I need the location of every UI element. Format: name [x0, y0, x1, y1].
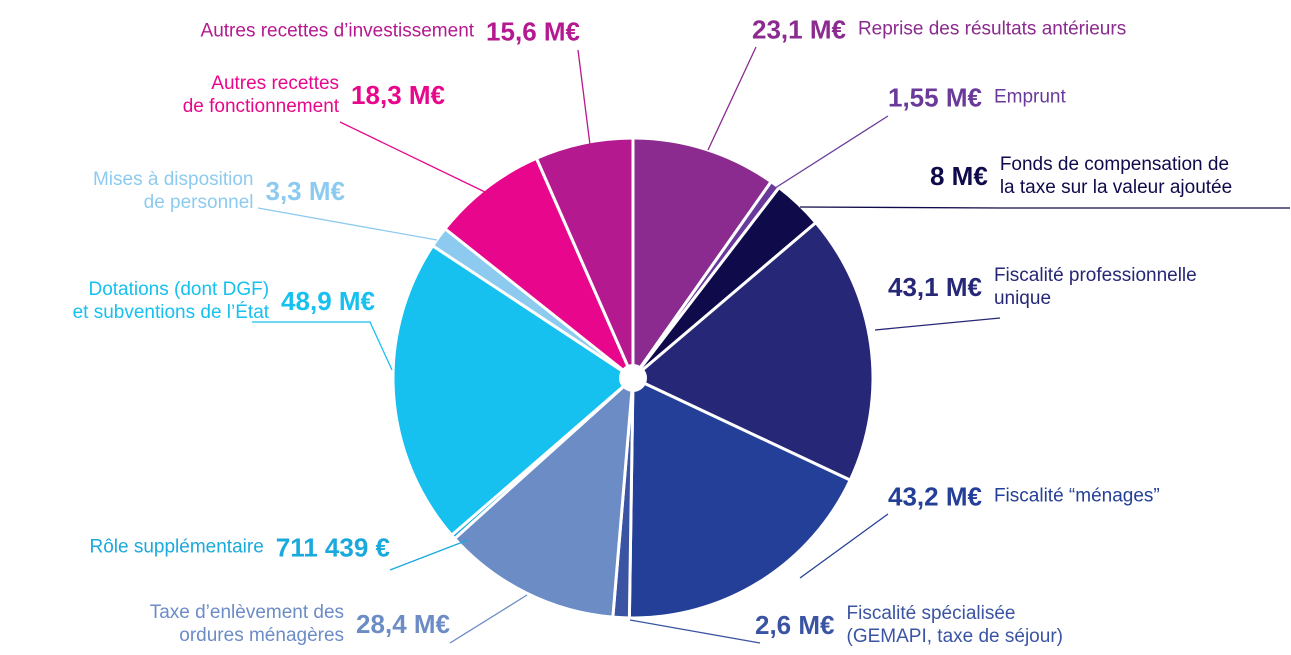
value-label: 43,2 M€ [888, 481, 982, 512]
value-label: 15,6 M€ [486, 16, 580, 47]
slice-label: Mises à disposition de personnel 3,3 M€ [93, 169, 345, 215]
value-label: 28,4 M€ [356, 609, 450, 640]
slice-label: Rôle supplémentaire 711 439 € [90, 533, 391, 564]
leader-line [449, 594, 528, 644]
value-label: 43,1 M€ [888, 272, 982, 303]
category-label: Taxe d’enlèvement des ordures ménagères [149, 602, 345, 646]
leader-line [799, 206, 1290, 209]
category-label: Dotations (dont DGF) et subventions de l… [72, 279, 270, 323]
slice-label: Dotations (dont DGF) et subventions de l… [73, 279, 375, 325]
slice-label: 2,6 M€ Fiscalité spécialisée (GEMAPI, tax… [755, 603, 1063, 649]
category-label: Mises à disposition de personnel [92, 169, 254, 213]
pie-slice [442, 156, 635, 380]
value-label: 48,9 M€ [281, 286, 375, 317]
pie-slice [391, 243, 636, 538]
leader-line [577, 49, 591, 146]
category-label: Emprunt [993, 86, 1066, 108]
category-label: Fiscalité spécialisée (GEMAPI, taxe de s… [846, 603, 1063, 647]
category-label: Fonds de compensation de la taxe sur la … [999, 154, 1233, 198]
slice-label: 8 M€ Fonds de compensation de la taxe sur… [930, 154, 1232, 200]
value-label: 23,1 M€ [752, 14, 846, 45]
value-label: 1,55 M€ [888, 82, 982, 113]
slice-label: Autres recettes de fonctionnement 18,3 M€ [183, 73, 445, 119]
value-label: 3,3 M€ [265, 176, 346, 207]
leader-line [799, 513, 889, 579]
leader-line [707, 46, 757, 151]
slice-label: Taxe d’enlèvement des ordures ménagères 2… [150, 602, 450, 648]
category-label: Autres recettes d’investissement [200, 20, 475, 42]
pie-slice [452, 374, 635, 619]
pie-slice [627, 375, 853, 620]
slice-label: 1,55 M€ Emprunt [888, 83, 1066, 114]
value-label: 18,3 M€ [351, 80, 445, 111]
category-label: Fiscalité “ménages” [993, 485, 1160, 507]
value-label: 711 439 € [275, 532, 390, 563]
leader-line [629, 619, 761, 644]
slice-label: 43,2 M€ Fiscalité “ménages” [888, 482, 1160, 513]
pie-hole [619, 364, 647, 392]
leader-line [874, 317, 1001, 331]
leader-line [771, 115, 889, 191]
value-label: 8 M€ [930, 161, 988, 192]
category-label: Reprise des résultats antérieurs [857, 18, 1127, 40]
leader-line [339, 121, 486, 193]
pie-slice [534, 136, 635, 379]
pie-slice [631, 136, 774, 383]
leader-line [257, 207, 438, 241]
category-label: Fiscalité professionnelle unique [993, 265, 1197, 309]
value-label: 2,6 M€ [755, 610, 835, 641]
slice-label: 23,1 M€ Reprise des résultats antérieurs [752, 15, 1126, 46]
pie-slice [630, 220, 875, 483]
leader-line [252, 321, 393, 371]
category-label: Autres recettes de fonctionnement [182, 73, 340, 117]
category-label: Rôle supplémentaire [89, 536, 264, 558]
slice-label: Autres recettes d’investissement 15,6 M€ [201, 17, 580, 48]
slice-label: 43,1 M€ Fiscalité professionnelle unique [888, 265, 1197, 311]
leader-line [389, 539, 469, 571]
